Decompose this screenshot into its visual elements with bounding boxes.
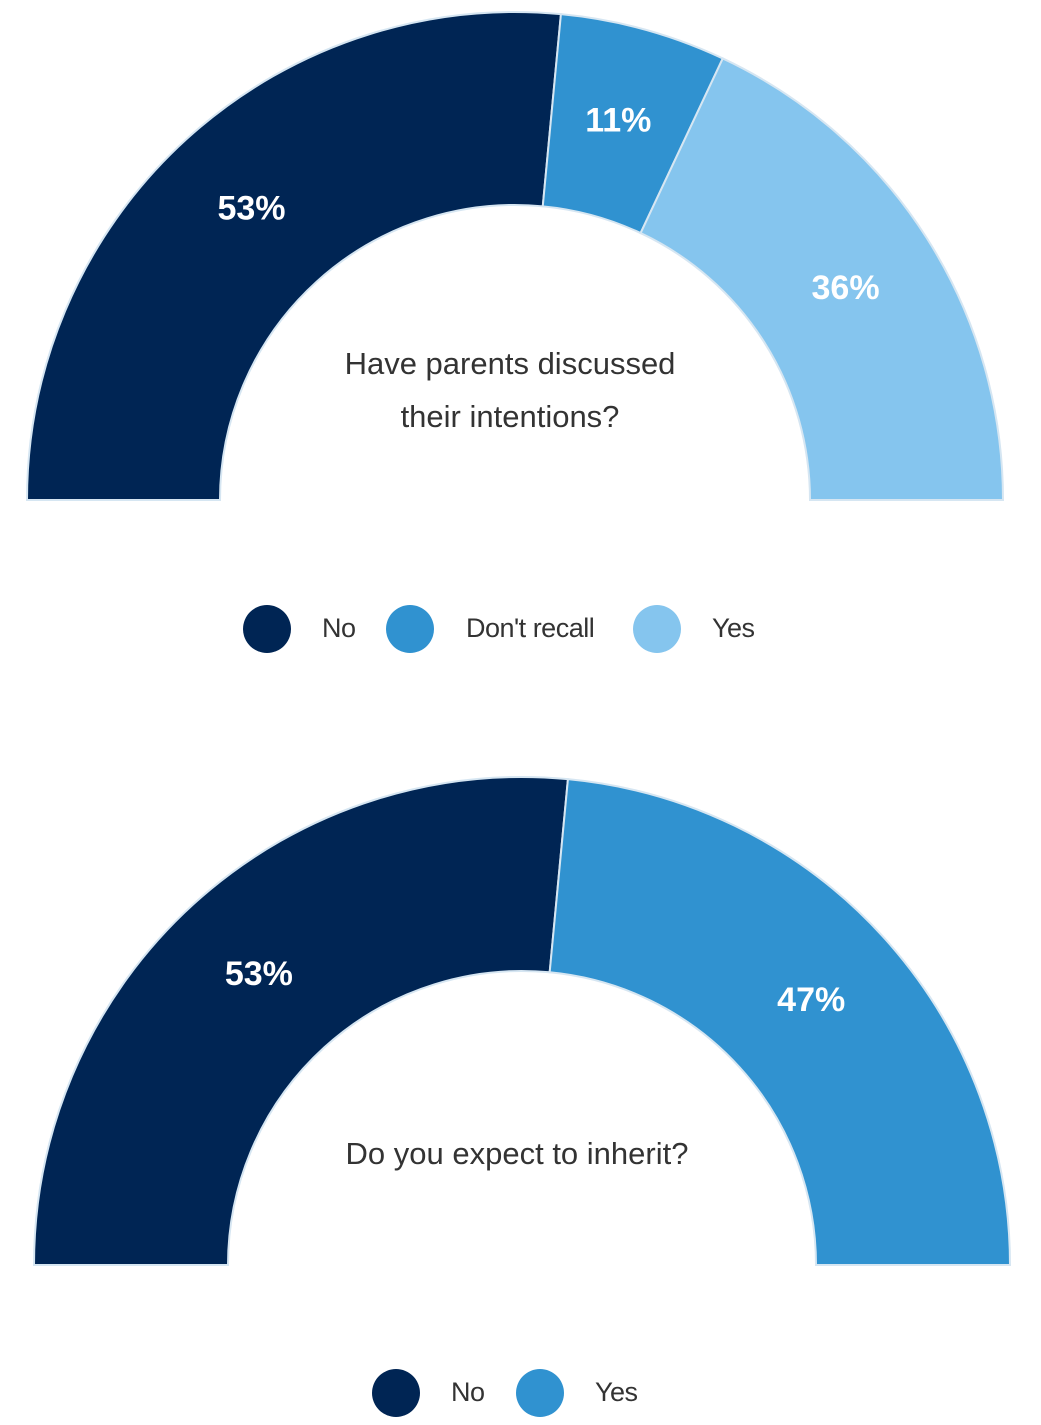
legend-swatch bbox=[372, 1369, 420, 1417]
data-label: 11% bbox=[585, 101, 651, 139]
legend-label: Yes bbox=[595, 1377, 638, 1407]
legend-label: No bbox=[451, 1377, 485, 1407]
legend-swatch bbox=[243, 605, 291, 653]
slice-yes[interactable] bbox=[548, 778, 1012, 1266]
legend-item-yes[interactable]: Yes bbox=[516, 1369, 638, 1417]
legend-item-no[interactable]: No bbox=[372, 1369, 485, 1417]
legend-label: Yes bbox=[712, 613, 755, 643]
legend-swatch bbox=[633, 605, 681, 653]
chart-center-title: Do you expect to inherit? bbox=[346, 1136, 689, 1171]
slice-no[interactable] bbox=[32, 776, 570, 1266]
slice-yes[interactable] bbox=[639, 57, 1005, 501]
semicircle-donut-chart-2: 53% 47% Do you expect to inherit? No Yes bbox=[32, 776, 1012, 1417]
legend-item-no[interactable]: No bbox=[243, 605, 356, 653]
legend-item-don-t-recall[interactable]: Don't recall bbox=[386, 605, 595, 653]
slice-no[interactable] bbox=[25, 11, 563, 501]
data-label: 36% bbox=[812, 269, 880, 307]
legend: No Yes bbox=[372, 1369, 638, 1417]
data-label: 47% bbox=[777, 981, 845, 1019]
data-label: 53% bbox=[225, 955, 293, 993]
chart-center-title: Have parents discussed bbox=[345, 346, 676, 381]
semicircle-donut-chart-1: 53% 11% 36% Have parents discussed their int… bbox=[25, 11, 1005, 653]
legend-swatch bbox=[386, 605, 434, 653]
legend: No Don't recall Yes bbox=[243, 605, 755, 653]
data-label: 53% bbox=[217, 189, 285, 227]
chart-center-title: their intentions? bbox=[401, 399, 620, 434]
legend-swatch bbox=[516, 1369, 564, 1417]
legend-label: Don't recall bbox=[466, 613, 594, 643]
legend-item-yes[interactable]: Yes bbox=[633, 605, 755, 653]
legend-label: No bbox=[322, 613, 356, 643]
